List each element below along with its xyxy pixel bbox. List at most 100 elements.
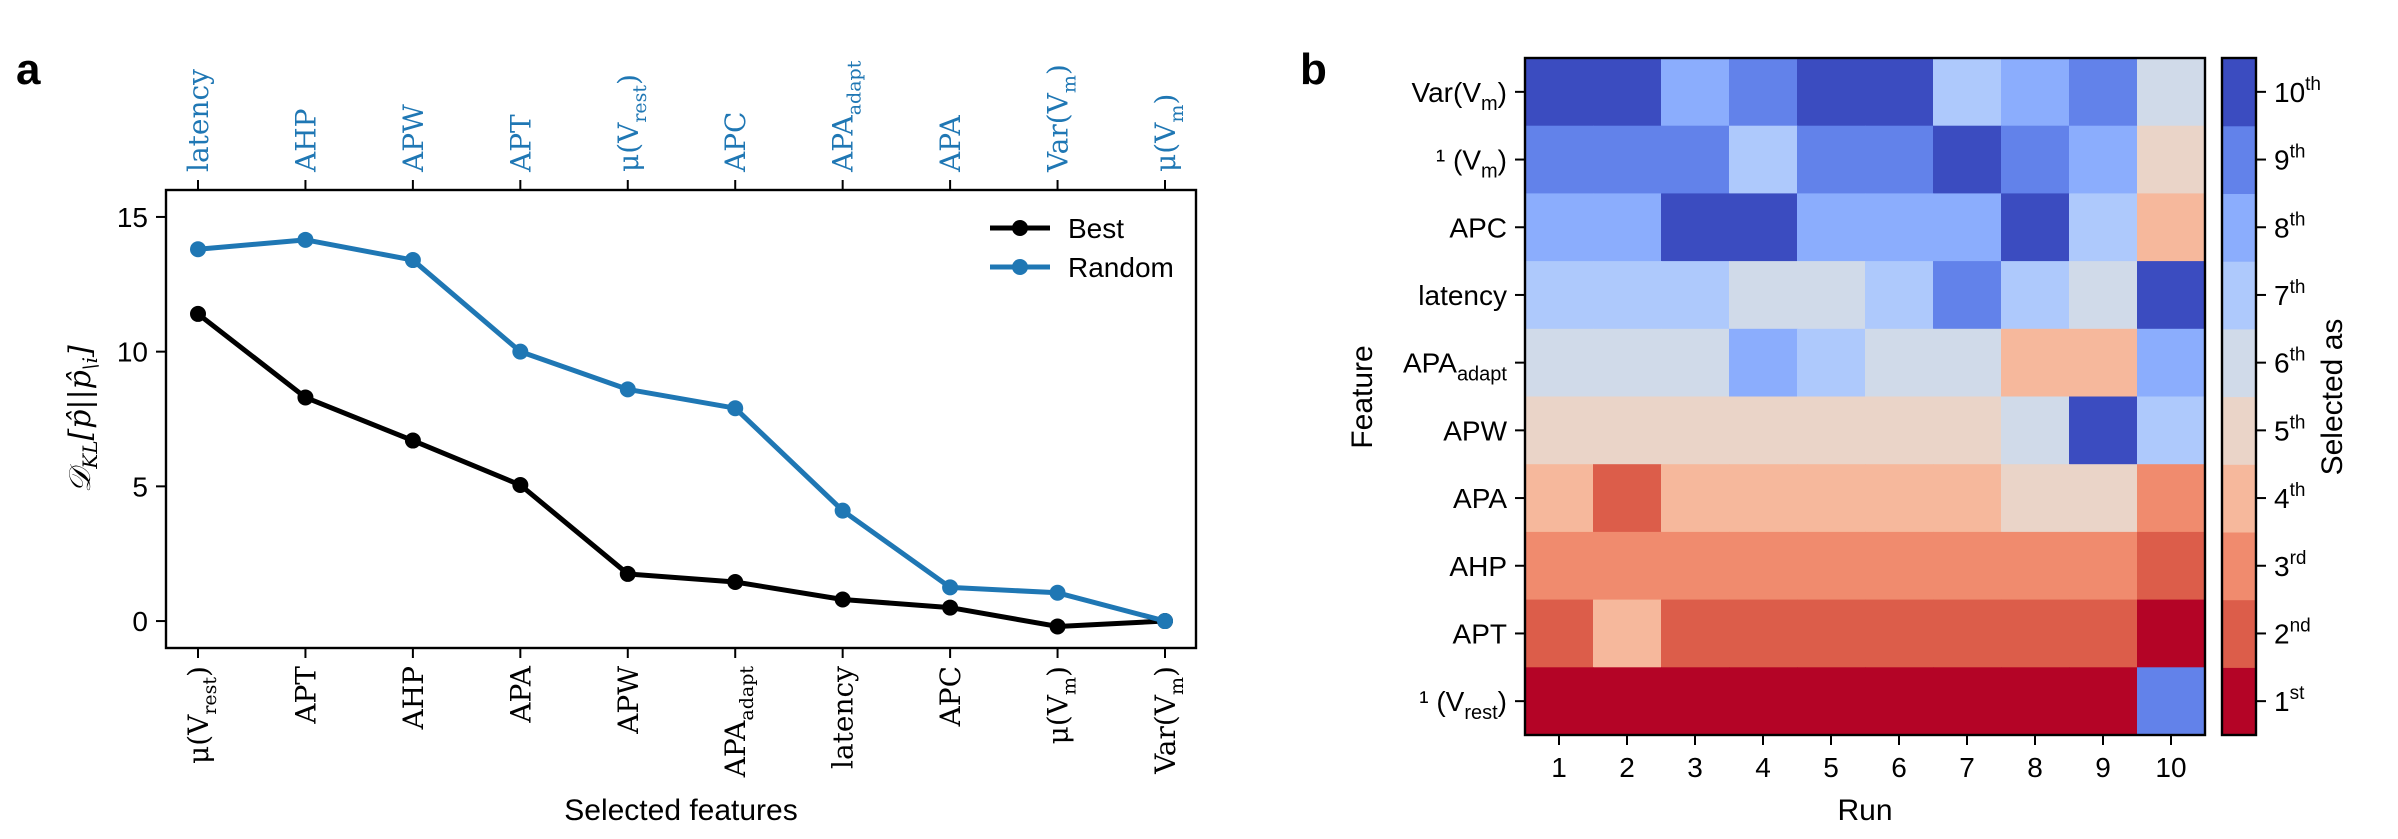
heatmap-cell bbox=[2001, 261, 2070, 330]
row-label: APC bbox=[1449, 212, 1507, 243]
heatmap-cell bbox=[2137, 328, 2206, 398]
col-label: 2 bbox=[1619, 752, 1635, 783]
col-label: 6 bbox=[1891, 752, 1907, 783]
heatmap-cell bbox=[2069, 599, 2138, 668]
heatmap-cell bbox=[2001, 396, 2070, 465]
heatmap-frame bbox=[1523, 56, 2207, 737]
heatmap-y-label: Feature bbox=[1346, 345, 1379, 448]
heatmap-cell bbox=[1593, 464, 1662, 533]
heatmap-cell bbox=[1729, 193, 1798, 262]
heatmap-cell bbox=[2137, 667, 2206, 736]
heatmap-cell bbox=[1865, 328, 1934, 398]
heatmap-cell bbox=[1797, 667, 1866, 736]
column-labels: 1 2 3 4 5 6 7 8 9 10 bbox=[1551, 735, 2187, 783]
heatmap-cell bbox=[1797, 193, 1866, 262]
col-label: 7 bbox=[1959, 752, 1975, 783]
colorbar-band bbox=[2222, 125, 2256, 194]
ordinal-number: 1 bbox=[2274, 686, 2290, 717]
label-subscript: rest bbox=[1464, 702, 1498, 724]
ordinal-number: 4 bbox=[2274, 483, 2290, 514]
top-tick-label: AHP bbox=[289, 109, 322, 173]
label-base: μ(V bbox=[612, 122, 645, 172]
heatmap-cell bbox=[2069, 396, 2138, 465]
top-tick-label: APAadapt bbox=[827, 60, 866, 173]
plot-frame bbox=[164, 188, 1198, 650]
label-base: APA bbox=[1403, 348, 1457, 379]
heatmap-cell bbox=[1661, 396, 1730, 465]
label-subscript: rest bbox=[629, 85, 651, 123]
colorbar-band bbox=[2222, 531, 2256, 601]
heatmap-cell bbox=[1661, 464, 1730, 533]
data-point-best bbox=[834, 591, 851, 608]
x-axis-label: Selected features bbox=[564, 794, 797, 827]
heatmap-cell bbox=[1525, 193, 1594, 262]
x-tick-label: Var(Vm) bbox=[1149, 666, 1188, 775]
heatmap-cell bbox=[1729, 464, 1798, 533]
ordinal-suffix: th bbox=[2290, 209, 2306, 230]
heatmap-cell bbox=[1933, 58, 2002, 127]
top-tick-label: APW bbox=[397, 104, 430, 173]
data-point-random bbox=[727, 400, 744, 417]
label-subscript: adapt bbox=[844, 60, 866, 115]
heatmap-cell bbox=[1593, 667, 1662, 736]
heatmap-cell bbox=[1933, 599, 2002, 668]
colorbar-band bbox=[2222, 328, 2256, 398]
heatmap-cell bbox=[1865, 396, 1934, 465]
heatmap-cell bbox=[1729, 261, 1798, 330]
heatmap-cell bbox=[1593, 125, 1662, 194]
label-base: ¹ (V bbox=[1436, 145, 1481, 176]
heatmap-cell bbox=[2001, 58, 2070, 127]
data-point-best bbox=[512, 477, 529, 494]
heatmap-cell bbox=[1865, 58, 1934, 127]
label-base: Var(V bbox=[1412, 77, 1482, 108]
label-close: ) bbox=[1042, 64, 1075, 75]
top-tick-label: Var(Vm) bbox=[1042, 64, 1081, 173]
col-label: 9 bbox=[2095, 752, 2111, 783]
heatmap-cell bbox=[1797, 328, 1866, 398]
label-close: ) bbox=[1149, 94, 1182, 105]
row-label: APA bbox=[1453, 483, 1507, 514]
heatmap-cell bbox=[2069, 261, 2138, 330]
data-point-best bbox=[942, 599, 959, 616]
row-label: ¹ (Vrest) bbox=[1419, 686, 1507, 724]
colorbar-tick-label: 1st bbox=[2274, 683, 2305, 717]
colorbar-tick-label: 4th bbox=[2274, 480, 2305, 514]
label-subscript: m bbox=[1166, 105, 1188, 123]
label-subscript: adapt bbox=[736, 666, 758, 721]
legend-marker bbox=[1012, 259, 1028, 275]
data-point-random bbox=[404, 252, 421, 269]
data-point-best bbox=[1049, 618, 1066, 635]
heatmap-cell bbox=[1661, 261, 1730, 330]
ordinal-number: 10 bbox=[2274, 77, 2305, 108]
data-point-random bbox=[619, 381, 636, 398]
ordinal-suffix: nd bbox=[2290, 615, 2311, 636]
heatmap-cell bbox=[1525, 125, 1594, 194]
label-subscript: m bbox=[1481, 93, 1498, 115]
heatmap-cell bbox=[1661, 328, 1730, 398]
ordinal-number: 3 bbox=[2274, 551, 2290, 582]
heatmap-cell bbox=[2137, 531, 2206, 601]
ordinal-suffix: th bbox=[2290, 480, 2306, 501]
heatmap-cell bbox=[1933, 193, 2002, 262]
x-tick-label: APT bbox=[289, 666, 322, 725]
colorbar-label: Selected as bbox=[2316, 319, 2349, 476]
heatmap-cell bbox=[1593, 531, 1662, 601]
heatmap-cell bbox=[1661, 531, 1730, 601]
label-base: μ(V bbox=[1042, 694, 1075, 744]
row-label: AHP bbox=[1449, 551, 1507, 582]
label-close: ) bbox=[612, 74, 645, 85]
row-label: Var(Vm) bbox=[1412, 77, 1508, 115]
heatmap-cell bbox=[1525, 261, 1594, 330]
ordinal-number: 2 bbox=[2274, 618, 2290, 649]
heatmap-cell bbox=[1865, 125, 1934, 194]
top-tick-label: APA bbox=[934, 115, 967, 173]
x-tick-label: μ(Vm) bbox=[1042, 666, 1081, 744]
x-tick-label: latency bbox=[827, 666, 860, 769]
top-tick-label: latency bbox=[182, 69, 215, 172]
colorbar-tick-label: 6th bbox=[2274, 345, 2305, 379]
top-tick-label: μ(Vm) bbox=[1149, 94, 1188, 172]
heatmap-cell bbox=[1661, 193, 1730, 262]
